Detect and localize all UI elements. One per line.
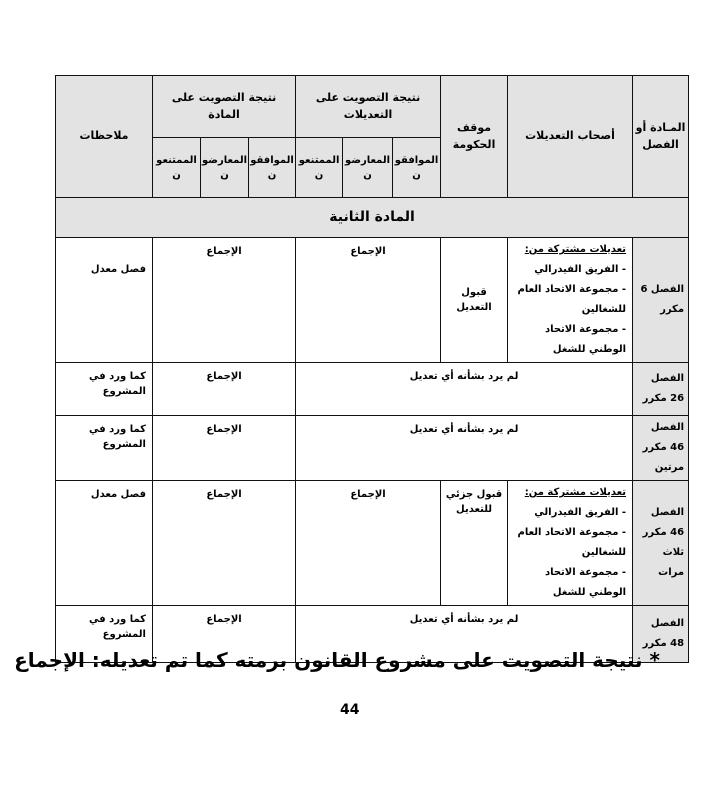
- vote-amend-cell: الإجماع: [295, 237, 442, 363]
- header-against: المعارضون: [342, 137, 394, 198]
- header-owners: أصحاب التعديلات: [507, 75, 634, 198]
- chapter-cell: الفصل 26 مكرر: [632, 362, 690, 416]
- header-article: المـادة أو الفصل: [632, 75, 690, 198]
- header-against: المعارضون: [200, 137, 250, 198]
- section-title: المادة الثانية: [54, 197, 690, 238]
- vote-article-cell: الإجماع: [151, 605, 297, 663]
- vote-amend-cell: الإجماع: [295, 480, 442, 606]
- table-row: الفصل 46 مكرر مرتين لم يرد بشأنه أي تعدي…: [55, 415, 690, 481]
- note-cell: كما ورد في المشروع: [55, 605, 153, 663]
- owners-title: تعديلات مشتركة من:: [524, 244, 627, 255]
- page-number: 44: [340, 702, 360, 718]
- no-amend-cell: لم يرد بشأنه أي تعديل: [295, 415, 634, 481]
- owner-item: - مجموعة الاتحاد العام للشغالين: [517, 284, 627, 315]
- vote-article-cell: الإجماع: [151, 237, 297, 363]
- header-for: الموافقون: [392, 137, 442, 198]
- no-amend-cell: لم يرد بشأنه أي تعديل: [295, 362, 634, 416]
- owner-item: - الفريق الفيدرالي: [534, 264, 627, 275]
- no-amend-cell: لم يرد بشأنه أي تعديل: [295, 605, 634, 663]
- owners-cell: تعديلات مشتركة من: - الفريق الفيدرالي - مج…: [507, 480, 634, 606]
- table-row: الفصل 26 مكرر لم يرد بشأنه أي تعديل الإج…: [55, 362, 690, 416]
- table-row: الفصل 48 مكرر لم يرد بشأنه أي تعديل الإج…: [55, 605, 690, 663]
- note-cell: كما ورد في المشروع: [55, 415, 153, 481]
- vote-article-cell: الإجماع: [151, 480, 297, 606]
- vote-article-cell: الإجماع: [151, 362, 297, 416]
- header-for: الموافقون: [248, 137, 297, 198]
- owners-cell: تعديلات مشتركة من: - الفريق الفيدرالي - مج…: [507, 237, 634, 363]
- owner-item: - مجموعة الاتحاد الوطني للشغل: [544, 567, 627, 598]
- chapter-cell: الفصل 48 مكرر: [632, 605, 690, 663]
- vote-article-cell: الإجماع: [151, 415, 297, 481]
- table-row: الفصل 6 مكرر تعديلات مشتركة من: - الفريق …: [55, 237, 690, 363]
- owner-item: - مجموعة الاتحاد الوطني للشغل: [544, 324, 627, 355]
- chapter-cell: الفصل 46 مكرر مرتين: [632, 415, 690, 481]
- table-row: الفصل 46 مكرر ثلاث مرات تعديلات مشتركة م…: [55, 480, 690, 606]
- owner-item: - الفريق الفيدرالي: [534, 507, 627, 518]
- gov-cell: قبول جزئي للتعديل: [440, 480, 509, 606]
- note-cell: فصل معدل: [55, 480, 153, 606]
- header-vote-article: نتيجة التصويت على المادة: [151, 75, 297, 138]
- header-notes: ملاحظات: [55, 75, 153, 198]
- header-gov: موقف الحكومة: [440, 75, 509, 198]
- note-cell: كما ورد في المشروع: [55, 362, 153, 416]
- header-abstain: الممتنعون: [151, 137, 202, 198]
- chapter-cell: الفصل 6 مكرر: [632, 237, 690, 363]
- header-vote-amendments: نتيجة التصويت على التعديلات: [295, 75, 442, 138]
- owners-title: تعديلات مشتركة من:: [524, 487, 627, 498]
- note-cell: فصل معدل: [55, 237, 153, 363]
- footnote: * نتيجة التصويت على مشروع القانون برمته …: [14, 648, 660, 672]
- votes-table: المـادة أو الفصل أصحاب التعديلات موقف ال…: [54, 75, 690, 663]
- gov-cell: قبول التعديل: [440, 237, 509, 363]
- chapter-cell: الفصل 46 مكرر ثلاث مرات: [632, 480, 690, 606]
- owner-item: - مجموعة الاتحاد العام للشغالين: [517, 527, 627, 558]
- header-abstain: الممتنعون: [295, 137, 344, 198]
